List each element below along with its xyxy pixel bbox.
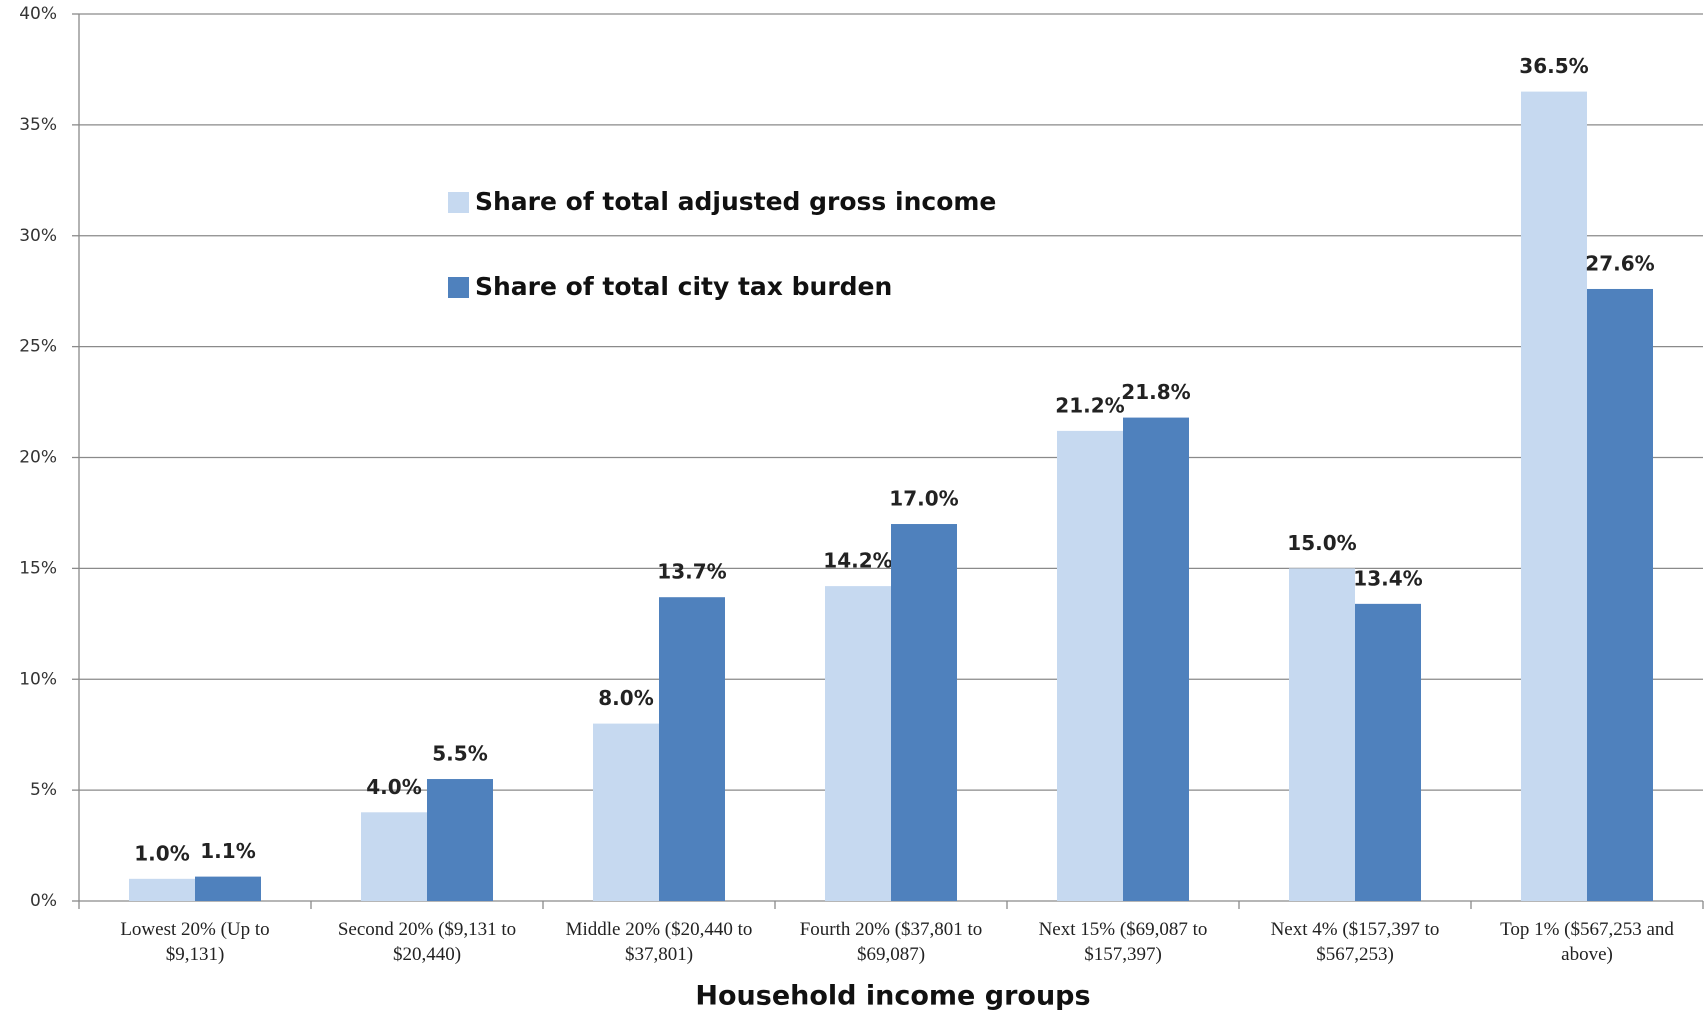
legend-swatch bbox=[448, 192, 469, 213]
y-tick-label: 25% bbox=[19, 337, 57, 357]
value-label: 4.0% bbox=[366, 775, 421, 799]
x-tick-label: Next 4% ($157,397 to $567,253) bbox=[1270, 919, 1440, 965]
value-label: 15.0% bbox=[1287, 531, 1356, 555]
x-tick-label: Top 1% ($567,253 and above) bbox=[1500, 919, 1674, 965]
x-tick-label: Next 15% ($69,087 to $157,397) bbox=[1038, 919, 1208, 965]
value-label: 5.5% bbox=[432, 742, 487, 766]
x-tick-label: Middle 20% ($20,440 to $37,801) bbox=[565, 919, 753, 965]
y-tick-label: 0% bbox=[30, 891, 57, 911]
legend-swatch bbox=[448, 277, 469, 298]
bar bbox=[361, 812, 427, 901]
x-axis-title: Household income groups bbox=[695, 981, 1090, 1012]
bar bbox=[427, 779, 493, 901]
bar bbox=[195, 876, 261, 901]
value-label: 36.5% bbox=[1519, 54, 1588, 78]
value-label: 14.2% bbox=[823, 549, 892, 573]
bar bbox=[1057, 430, 1123, 901]
y-tick-label: 30% bbox=[19, 226, 57, 246]
value-label: 1.1% bbox=[200, 839, 255, 863]
value-label: 13.4% bbox=[1353, 566, 1422, 590]
bar bbox=[1289, 568, 1355, 901]
y-tick-label: 35% bbox=[19, 115, 57, 135]
value-label: 27.6% bbox=[1585, 251, 1654, 275]
bar bbox=[129, 878, 195, 901]
x-tick-label: Fourth 20% ($37,801 to $69,087) bbox=[799, 919, 983, 965]
y-tick-label: 5% bbox=[30, 780, 57, 800]
legend-label: Share of total city tax burden bbox=[475, 272, 892, 301]
value-label: 8.0% bbox=[598, 686, 653, 710]
y-tick-label: 20% bbox=[19, 448, 57, 468]
x-tick-label: Lowest 20% (Up to $9,131) bbox=[120, 919, 270, 965]
value-label: 17.0% bbox=[889, 487, 958, 511]
bar bbox=[891, 524, 957, 901]
value-label: 1.0% bbox=[134, 841, 189, 865]
bar bbox=[825, 586, 891, 901]
bar bbox=[1355, 603, 1421, 901]
bar bbox=[1123, 417, 1189, 901]
y-tick-label: 40% bbox=[19, 4, 57, 24]
y-tick-label: 15% bbox=[19, 558, 57, 578]
bar bbox=[1587, 288, 1653, 902]
bar bbox=[593, 723, 659, 901]
bar bbox=[1521, 91, 1587, 902]
x-tick-label: Second 20% ($9,131 to $20,440) bbox=[337, 919, 517, 965]
bar bbox=[659, 597, 725, 901]
value-label: 13.7% bbox=[657, 560, 726, 584]
value-label: 21.2% bbox=[1055, 393, 1124, 417]
y-tick-label: 10% bbox=[19, 669, 57, 689]
legend-label: Share of total adjusted gross income bbox=[475, 187, 996, 216]
value-label: 21.8% bbox=[1121, 380, 1190, 404]
